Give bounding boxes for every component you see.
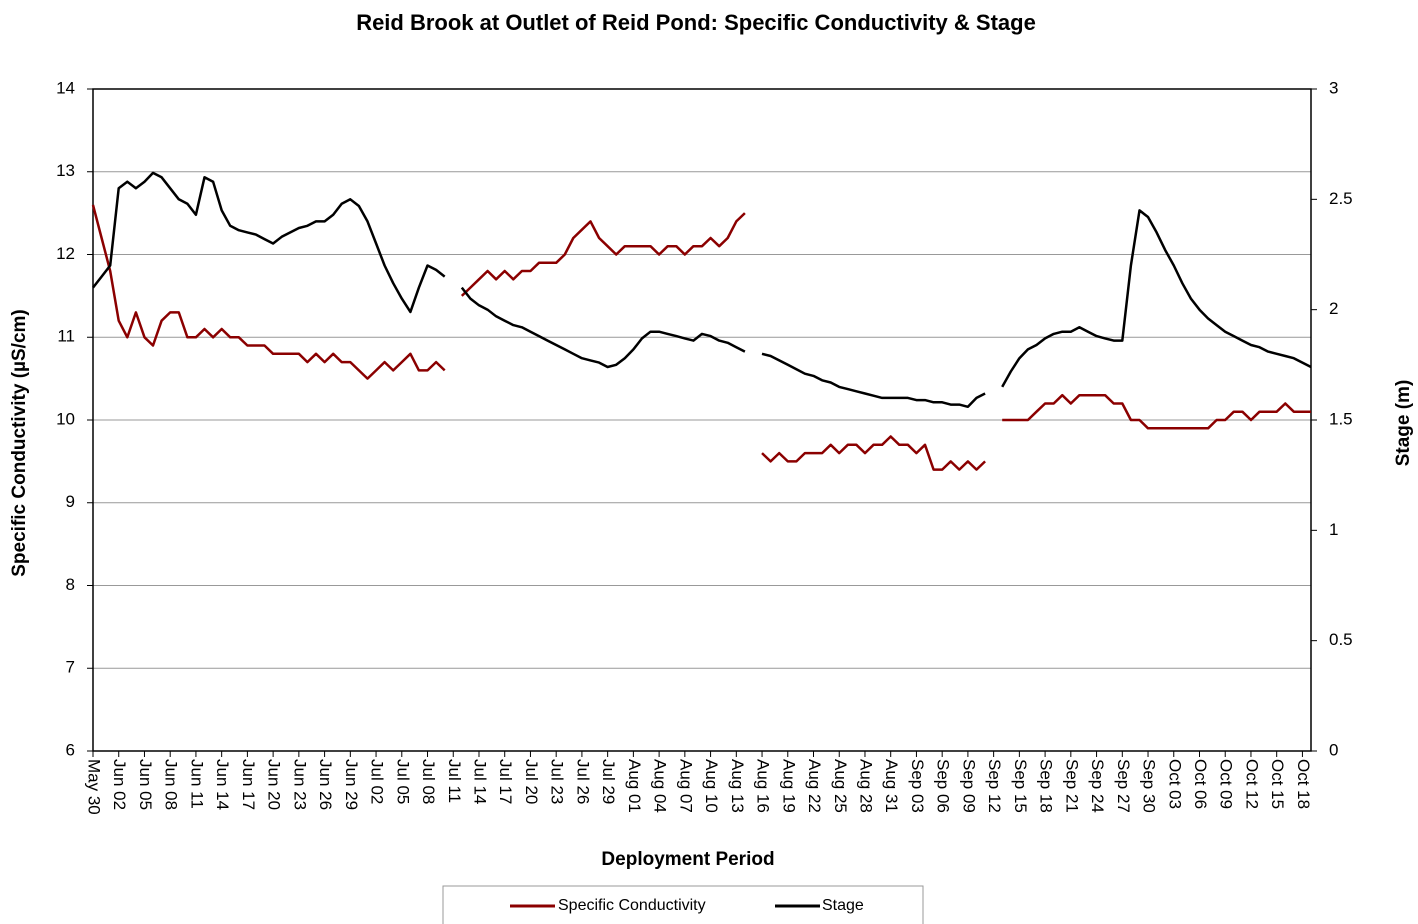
y2-tick-label: 2 xyxy=(1329,299,1338,318)
x-tick-label: Oct 09 xyxy=(1217,759,1236,809)
x-tick-label: Jul 14 xyxy=(471,759,490,804)
legend-label: Specific Conductivity xyxy=(558,897,706,914)
y2-axis-title: Stage (m) xyxy=(1393,380,1414,467)
x-tick-label: Aug 13 xyxy=(728,759,747,813)
x-tick-label: Aug 31 xyxy=(882,759,901,813)
x-tick-label: Jul 05 xyxy=(393,759,412,804)
x-tick-label: Jul 08 xyxy=(419,759,438,804)
y-tick-label: 8 xyxy=(66,575,75,594)
x-tick-label: Oct 18 xyxy=(1294,759,1313,809)
x-tick-label: Sep 18 xyxy=(1037,759,1056,813)
x-tick-label: Sep 15 xyxy=(1011,759,1030,813)
x-axis-title: Deployment Period xyxy=(601,849,774,870)
x-tick-label: Jun 02 xyxy=(110,759,129,810)
x-tick-label: Jun 17 xyxy=(239,759,258,810)
plot-frame xyxy=(92,88,1312,752)
x-tick-label: Jul 26 xyxy=(573,759,592,804)
x-tick-label: Aug 04 xyxy=(651,759,670,813)
x-tick-label: Sep 21 xyxy=(1062,759,1081,813)
y-tick-label: 6 xyxy=(66,740,75,759)
y2-tick-label: 3 xyxy=(1329,78,1338,97)
x-tick-label: Oct 12 xyxy=(1242,759,1261,809)
y-tick-label: 7 xyxy=(66,658,75,677)
x-tick-label: Sep 06 xyxy=(934,759,953,813)
y-tick-label: 10 xyxy=(56,409,75,428)
x-tick-label: Jul 20 xyxy=(522,759,541,804)
y2-tick-label: 2.5 xyxy=(1329,189,1353,208)
x-tick-label: Jun 23 xyxy=(290,759,309,810)
x-tick-label: Jun 14 xyxy=(213,759,232,810)
y-tick-label: 9 xyxy=(66,492,75,511)
x-tick-label: Aug 10 xyxy=(702,759,721,813)
x-tick-label: Aug 19 xyxy=(779,759,798,813)
x-tick-label: May 30 xyxy=(85,759,104,815)
y-axis-title: Specific Conductivity (µS/cm) xyxy=(9,309,30,577)
x-tick-label: Jul 02 xyxy=(368,759,387,804)
x-tick-label: Jun 08 xyxy=(162,759,181,810)
chart-title: Reid Brook at Outlet of Reid Pond: Speci… xyxy=(356,10,1036,35)
y-tick-label: 14 xyxy=(56,78,75,97)
x-tick-label: Jun 20 xyxy=(265,759,284,810)
x-tick-label: Oct 15 xyxy=(1268,759,1287,809)
x-tick-label: Aug 16 xyxy=(754,759,773,813)
y-tick-label: 13 xyxy=(56,161,75,180)
x-tick-label: Aug 07 xyxy=(676,759,695,813)
x-tick-label: Sep 27 xyxy=(1114,759,1133,813)
x-tick-label: Jul 29 xyxy=(599,759,618,804)
x-tick-label: Aug 28 xyxy=(856,759,875,813)
x-tick-label: Jun 05 xyxy=(136,759,155,810)
x-tick-label: Sep 24 xyxy=(1088,759,1107,813)
x-tick-label: Jun 26 xyxy=(316,759,335,810)
x-tick-label: Jul 11 xyxy=(445,759,464,803)
x-tick-label: Sep 09 xyxy=(959,759,978,813)
x-tick-label: Jun 29 xyxy=(342,759,361,810)
plot-area xyxy=(87,88,1317,757)
x-tick-label: Oct 06 xyxy=(1191,759,1210,809)
legend-label: Stage xyxy=(822,897,864,914)
x-tick-label: Aug 22 xyxy=(805,759,824,813)
x-tick-label: Sep 30 xyxy=(1140,759,1159,813)
series-line xyxy=(91,204,1311,471)
y2-tick-label: 1 xyxy=(1329,520,1338,539)
x-tick-label: Aug 01 xyxy=(625,759,644,813)
y-tick-label: 11 xyxy=(57,327,75,346)
x-tick-label: Oct 03 xyxy=(1165,759,1184,809)
y2-tick-label: 0.5 xyxy=(1329,630,1353,649)
x-tick-label: Sep 03 xyxy=(908,759,927,813)
y2-tick-label: 0 xyxy=(1329,740,1338,759)
y-tick-label: 12 xyxy=(56,244,75,263)
x-tick-label: Aug 25 xyxy=(831,759,850,813)
x-tick-label: Jul 23 xyxy=(548,759,567,804)
x-tick-label: Sep 12 xyxy=(985,759,1004,813)
x-tick-label: Jun 11 xyxy=(187,759,206,809)
legend: Specific Conductivity Stage xyxy=(442,885,924,924)
x-tick-label: Jul 17 xyxy=(496,759,515,804)
series-line xyxy=(92,171,1312,409)
y2-tick-label: 1.5 xyxy=(1329,409,1353,428)
